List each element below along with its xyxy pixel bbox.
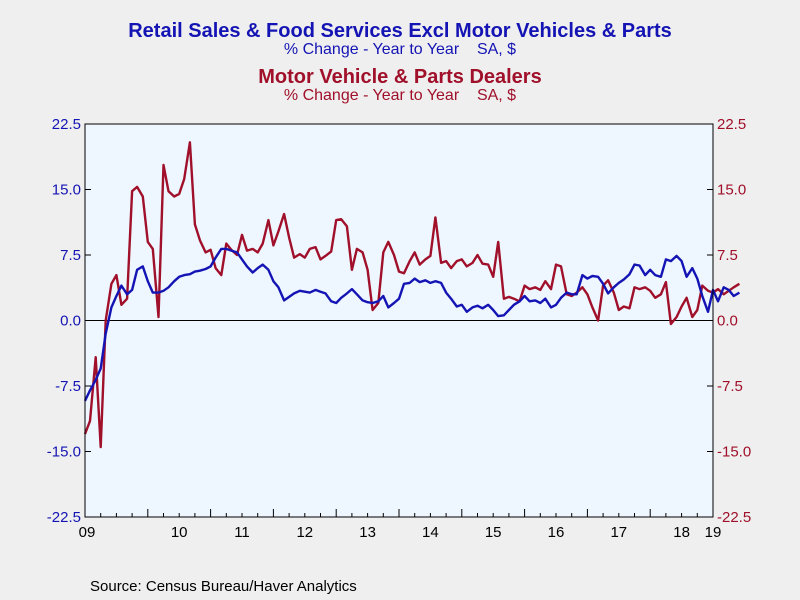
y-right-tick-label: 7.5 xyxy=(717,247,738,264)
x-tick-label: 13 xyxy=(359,524,376,541)
x-tick-label: 17 xyxy=(610,524,627,541)
y-left-tick-label: -7.5 xyxy=(55,378,81,395)
x-tick-label: 12 xyxy=(296,524,313,541)
x-tick-label: 18 xyxy=(673,524,690,541)
x-tick-label: 14 xyxy=(422,524,439,541)
x-tick-label: 15 xyxy=(485,524,502,541)
x-tick-label: 09 xyxy=(79,524,96,541)
chart-subtitle-retail: % Change - Year to Year SA, $ xyxy=(283,41,517,58)
x-tick-label: 19 xyxy=(705,524,722,541)
y-left-tick-label: 7.5 xyxy=(60,247,81,264)
y-right-tick-label: -22.5 xyxy=(717,509,751,526)
chart-title-retail: Retail Sales & Food Services Excl Motor … xyxy=(128,20,672,42)
y-right-tick-label: 22.5 xyxy=(717,116,746,133)
source-note: Source: Census Bureau/Haver Analytics xyxy=(90,578,357,595)
y-left-tick-label: 15.0 xyxy=(52,182,81,199)
series-line-retail xyxy=(83,247,741,402)
plot-border xyxy=(84,123,714,518)
y-left-tick-label: 0.0 xyxy=(60,313,81,330)
x-tick-label: 16 xyxy=(548,524,565,541)
chart-subtitle-motor: % Change - Year to Year SA, $ xyxy=(283,87,517,104)
y-left-tick-label: -22.5 xyxy=(47,509,81,526)
y-right-tick-label: 15.0 xyxy=(717,182,746,199)
x-tick-label: 10 xyxy=(171,524,188,541)
y-right-tick-label: 0.0 xyxy=(717,313,738,330)
series-line-motor xyxy=(83,141,741,449)
y-left-tick-label: 22.5 xyxy=(52,116,81,133)
y-left-tick-label: -15.0 xyxy=(47,444,81,461)
y-right-tick-label: -15.0 xyxy=(717,444,751,461)
chart-title-motor: Motor Vehicle & Parts Dealers xyxy=(258,66,542,88)
x-tick-label: 11 xyxy=(234,524,250,541)
y-right-tick-label: -7.5 xyxy=(717,378,743,395)
